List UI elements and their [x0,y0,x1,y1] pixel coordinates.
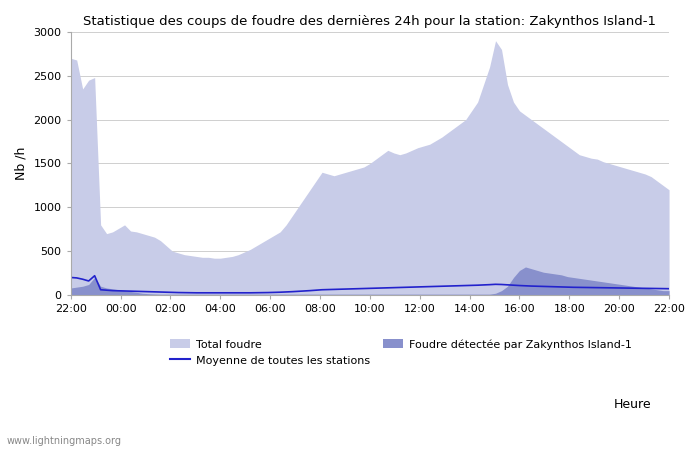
Text: Heure: Heure [613,398,651,411]
Legend: Total foudre, Moyenne de toutes les stations, Foudre détectée par Zakynthos Isla: Total foudre, Moyenne de toutes les stat… [166,335,636,370]
Y-axis label: Nb /h: Nb /h [15,147,28,180]
Title: Statistique des coups de foudre des dernières 24h pour la station: Zakynthos Isl: Statistique des coups de foudre des dern… [83,15,657,28]
Text: www.lightningmaps.org: www.lightningmaps.org [7,436,122,446]
